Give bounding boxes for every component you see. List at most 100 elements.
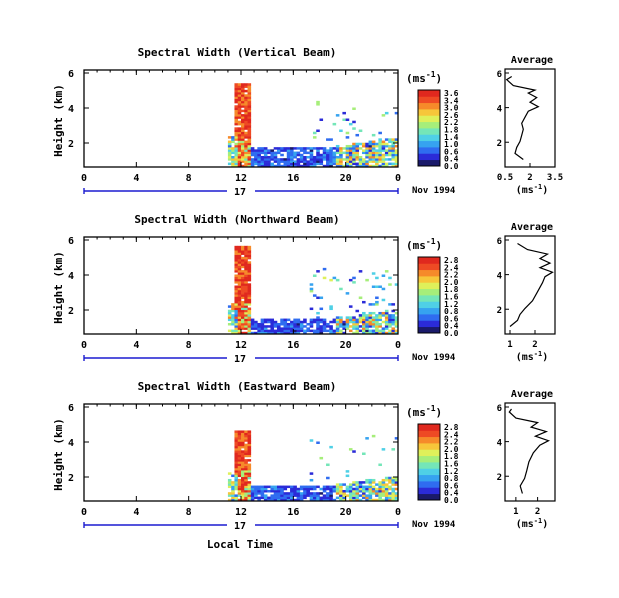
heatmap-cell [342, 164, 346, 167]
heatmap-cell [244, 283, 248, 286]
heatmap-cell [234, 250, 239, 253]
heatmap-cell [241, 149, 245, 152]
heatmap-cell [339, 325, 343, 328]
profile-y-tick-label: 4 [497, 272, 503, 282]
heatmap-cell [273, 155, 278, 159]
heatmap-cell [234, 287, 239, 291]
heatmap-cell [345, 489, 350, 493]
heatmap-cell [290, 498, 294, 501]
heatmap-cell [234, 105, 239, 108]
heatmap-cell [348, 492, 353, 495]
heatmap-cell [339, 151, 343, 155]
heatmap-cell [254, 155, 258, 159]
heatmap-cell [365, 147, 369, 150]
heatmap-cell [247, 476, 252, 480]
heatmap-cell [250, 485, 255, 489]
heatmap-cell [322, 158, 327, 161]
heatmap-cell [391, 478, 396, 482]
heatmap-cell [241, 94, 245, 97]
heatmap-cell [231, 147, 235, 150]
heatmap-cell [329, 320, 333, 324]
heatmap-cell [241, 441, 245, 444]
heatmap-cell [286, 162, 291, 166]
heatmap-cell [394, 311, 398, 315]
heatmap-cell [355, 320, 360, 324]
heatmap-cell [309, 151, 314, 155]
heatmap-cell [388, 318, 392, 322]
heatmap-cell [244, 459, 248, 462]
heatmap-cell [358, 160, 363, 163]
heatmap-cell [358, 494, 363, 497]
heatmap-cell [388, 151, 392, 155]
date-day-label: 17 [234, 521, 246, 532]
heatmap-cell [234, 118, 239, 121]
heatmap-cell [234, 443, 239, 447]
heatmap-cell [384, 144, 389, 148]
colorbar-tick-label: 1.4 [444, 133, 459, 142]
heatmap-cell [290, 155, 294, 159]
heatmap-cell [237, 430, 242, 433]
heatmap-cell [244, 98, 248, 102]
heatmap-cell [283, 164, 288, 167]
heatmap-cell [241, 445, 245, 449]
heatmap-cell [316, 485, 320, 489]
heatmap-cell [384, 487, 389, 491]
heatmap-cell [316, 320, 320, 324]
heatmap-cell [276, 162, 281, 166]
heatmap-cell [234, 83, 239, 86]
heatmap-cell [394, 478, 398, 482]
heatmap-cell [371, 325, 376, 328]
x-tick-label: 8 [186, 340, 192, 351]
heatmap-cell [352, 127, 356, 130]
heatmap-cell [231, 149, 235, 152]
heatmap-cell [368, 496, 373, 500]
heatmap-cell [280, 492, 284, 495]
heatmap-cell [237, 452, 242, 455]
heatmap-cell [326, 322, 330, 326]
heatmap-cell [270, 322, 275, 326]
heatmap-cell [322, 153, 327, 157]
heatmap-cell [280, 158, 284, 161]
heatmap-cell [244, 147, 248, 150]
heatmap-cell [371, 434, 376, 438]
heatmap-cell [241, 450, 245, 453]
heatmap-cell [355, 155, 360, 159]
heatmap-cell [247, 254, 252, 258]
heatmap-cell [244, 160, 248, 163]
heatmap-cell [231, 485, 235, 489]
heatmap-cell [267, 496, 271, 500]
heatmap-cell [247, 318, 252, 322]
heatmap-cell [342, 325, 346, 328]
heatmap-cell [348, 162, 353, 166]
heatmap-cell [312, 485, 317, 489]
heatmap-cell [231, 155, 235, 159]
heatmap-cell [237, 322, 242, 326]
heatmap-cell [319, 147, 324, 150]
heatmap-cell [381, 142, 386, 146]
heatmap-cell [391, 322, 396, 326]
heatmap-cell [237, 89, 242, 93]
heatmap-cell [316, 158, 320, 161]
heatmap-cell [365, 329, 369, 333]
heatmap-cell [303, 158, 307, 161]
heatmap-cell [306, 485, 310, 489]
heatmap-cell [286, 485, 291, 489]
heatmap-cell [358, 481, 363, 484]
heatmap-cell [371, 144, 376, 148]
heatmap-cell [283, 162, 288, 166]
heatmap-cell [247, 327, 252, 330]
heatmap-cell [355, 489, 360, 493]
heatmap-cell [352, 153, 356, 157]
heatmap-cell [312, 487, 317, 491]
heatmap-cell [316, 496, 320, 500]
heatmap-cell [342, 483, 346, 486]
heatmap-cell [280, 149, 284, 152]
profile-y-tick-label: 6 [497, 70, 502, 80]
heatmap-cell [237, 483, 242, 486]
heatmap-cell [231, 329, 235, 333]
heatmap-cell [237, 292, 242, 295]
heatmap-cell [247, 138, 252, 141]
heatmap-cell [296, 318, 301, 322]
heatmap-cell [355, 164, 360, 167]
heatmap-cell [384, 111, 389, 115]
